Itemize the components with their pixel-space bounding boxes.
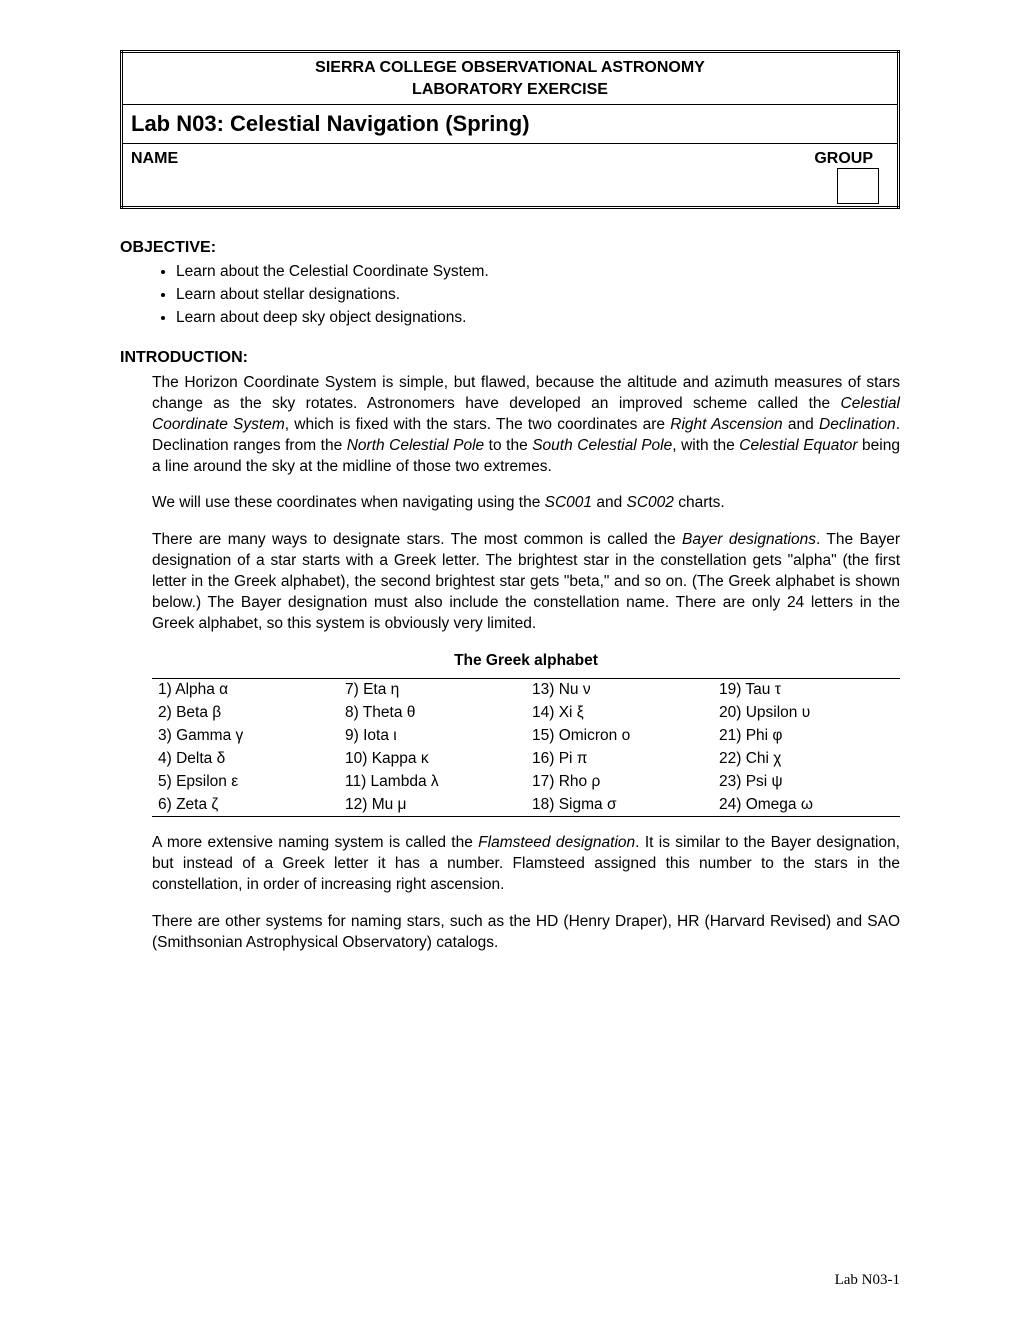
greek-cell: 24) Omega ω <box>713 794 900 817</box>
greek-cell: 17) Rho ρ <box>526 771 713 794</box>
term: North Celestial Pole <box>347 437 484 454</box>
greek-cell: 3) Gamma γ <box>152 725 339 748</box>
term: South Celestial Pole <box>532 437 672 454</box>
term: Bayer designations <box>682 531 816 548</box>
term: SC002 <box>627 494 674 511</box>
term: SC001 <box>545 494 592 511</box>
greek-cell: 14) Xi ξ <box>526 702 713 725</box>
objective-item: Learn about the Celestial Coordinate Sys… <box>176 262 900 283</box>
greek-cell: 22) Chi χ <box>713 748 900 771</box>
text: A more extensive naming system is called… <box>152 834 478 851</box>
greek-cell: 16) Pi π <box>526 748 713 771</box>
text: to the <box>484 437 532 454</box>
table-row: 4) Delta δ 10) Kappa κ 16) Pi π 22) Chi … <box>152 748 900 771</box>
greek-cell: 7) Eta η <box>339 678 526 701</box>
text: , which is fixed with the stars. The two… <box>285 416 671 433</box>
name-label: NAME <box>131 148 178 170</box>
greek-cell: 2) Beta β <box>152 702 339 725</box>
greek-cell: 13) Nu ν <box>526 678 713 701</box>
greek-cell: 4) Delta δ <box>152 748 339 771</box>
greek-cell: 5) Epsilon ε <box>152 771 339 794</box>
greek-cell: 8) Theta θ <box>339 702 526 725</box>
body-block: The Horizon Coordinate System is simple,… <box>152 373 900 954</box>
greek-cell: 15) Omicron ο <box>526 725 713 748</box>
header-table: SIERRA COLLEGE OBSERVATIONAL ASTRONOMY L… <box>120 50 900 209</box>
intro-para-3: There are many ways to designate stars. … <box>152 530 900 635</box>
table-row: 6) Zeta ζ 12) Mu μ 18) Sigma σ 24) Omega… <box>152 794 900 817</box>
greek-alphabet-table: 1) Alpha α 7) Eta η 13) Nu ν 19) Tau τ 2… <box>152 678 900 818</box>
greek-cell: 11) Lambda λ <box>339 771 526 794</box>
table-row: 1) Alpha α 7) Eta η 13) Nu ν 19) Tau τ <box>152 678 900 701</box>
greek-cell: 20) Upsilon υ <box>713 702 900 725</box>
greek-cell: 1) Alpha α <box>152 678 339 701</box>
greek-cell: 12) Mu μ <box>339 794 526 817</box>
greek-alphabet-title: The Greek alphabet <box>152 651 900 672</box>
table-row: 3) Gamma γ 9) Iota ι 15) Omicron ο 21) P… <box>152 725 900 748</box>
page-footer: Lab N03-1 <box>835 1270 900 1290</box>
introduction-heading: INTRODUCTION: <box>120 347 900 369</box>
text: , with the <box>672 437 739 454</box>
group-label: GROUP <box>814 148 873 170</box>
greek-cell: 10) Kappa κ <box>339 748 526 771</box>
group-input-box[interactable] <box>837 168 879 204</box>
greek-cell: 21) Phi φ <box>713 725 900 748</box>
intro-para-1: The Horizon Coordinate System is simple,… <box>152 373 900 478</box>
objective-item: Learn about stellar designations. <box>176 285 900 306</box>
text: There are many ways to designate stars. … <box>152 531 682 548</box>
intro-para-2: We will use these coordinates when navig… <box>152 493 900 514</box>
header-line2: LABORATORY EXERCISE <box>412 81 608 98</box>
header-line1: SIERRA COLLEGE OBSERVATIONAL ASTRONOMY <box>315 59 705 76</box>
objective-item: Learn about deep sky object designations… <box>176 308 900 329</box>
text: charts. <box>674 494 725 511</box>
lab-title: Lab N03: Celestial Navigation (Spring) <box>122 105 899 144</box>
text: and <box>783 416 819 433</box>
greek-cell: 19) Tau τ <box>713 678 900 701</box>
table-row: 5) Epsilon ε 11) Lambda λ 17) Rho ρ 23) … <box>152 771 900 794</box>
objective-list: Learn about the Celestial Coordinate Sys… <box>176 262 900 329</box>
para-5: There are other systems for naming stars… <box>152 912 900 954</box>
table-row: 2) Beta β 8) Theta θ 14) Xi ξ 20) Upsilo… <box>152 702 900 725</box>
text: The Horizon Coordinate System is simple,… <box>152 374 900 412</box>
objective-heading: OBJECTIVE: <box>120 237 900 259</box>
text: and <box>592 494 626 511</box>
para-4: A more extensive naming system is called… <box>152 833 900 896</box>
term: Right Ascension <box>670 416 782 433</box>
term: Declination <box>819 416 896 433</box>
greek-cell: 9) Iota ι <box>339 725 526 748</box>
name-group-row: NAME GROUP <box>122 143 899 207</box>
greek-cell: 6) Zeta ζ <box>152 794 339 817</box>
header-top-cell: SIERRA COLLEGE OBSERVATIONAL ASTRONOMY L… <box>122 52 899 105</box>
text: We will use these coordinates when navig… <box>152 494 545 511</box>
term: Flamsteed designation <box>478 834 635 851</box>
greek-cell: 23) Psi ψ <box>713 771 900 794</box>
greek-cell: 18) Sigma σ <box>526 794 713 817</box>
term: Celestial Equator <box>739 437 857 454</box>
